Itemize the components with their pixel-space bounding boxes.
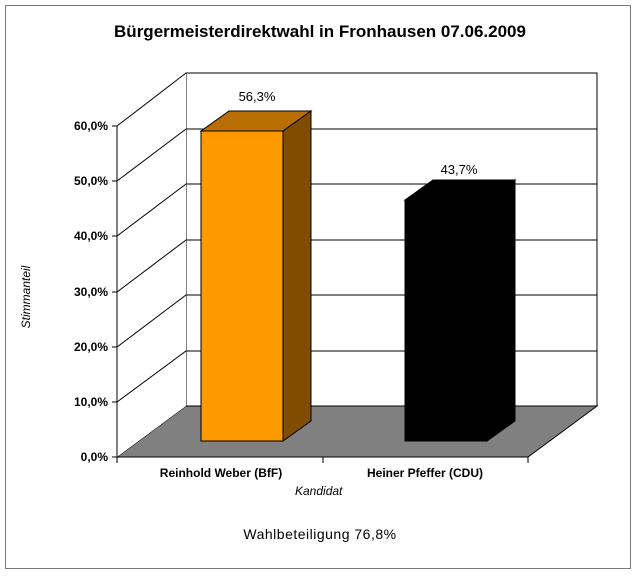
bar-reinhold-weber bbox=[199, 110, 313, 442]
y-tick-label: 20,0% bbox=[73, 340, 108, 354]
y-tick-label: 30,0% bbox=[73, 285, 108, 299]
turnout-annotation: Wahlbeteiligung 76,8% bbox=[243, 526, 397, 542]
chart-floor bbox=[115, 405, 599, 458]
x-axis-label: Kandidat bbox=[295, 484, 343, 498]
data-label: 43,7% bbox=[440, 162, 478, 177]
chart-side-wall bbox=[117, 73, 186, 457]
data-label: 56,3% bbox=[238, 89, 276, 104]
y-tick-label: 0,0% bbox=[80, 450, 108, 464]
y-tick-label: 40,0% bbox=[73, 229, 108, 243]
x-category-label: Reinhold Weber (BfF) bbox=[159, 466, 283, 480]
y-axis-ticks bbox=[112, 125, 117, 458]
chart-title: Bürgermeisterdirektwahl in Fronhausen 07… bbox=[114, 22, 526, 41]
x-axis-ticks bbox=[116, 457, 529, 463]
x-category-label: Heiner Pfeffer (CDU) bbox=[366, 466, 483, 480]
bar-heiner-pfeffer bbox=[403, 179, 517, 442]
y-tick-label: 50,0% bbox=[73, 174, 108, 188]
y-tick-label: 10,0% bbox=[73, 395, 108, 409]
y-tick-label: 60,0% bbox=[73, 119, 108, 133]
y-axis-label: Stimmanteil bbox=[19, 265, 33, 329]
